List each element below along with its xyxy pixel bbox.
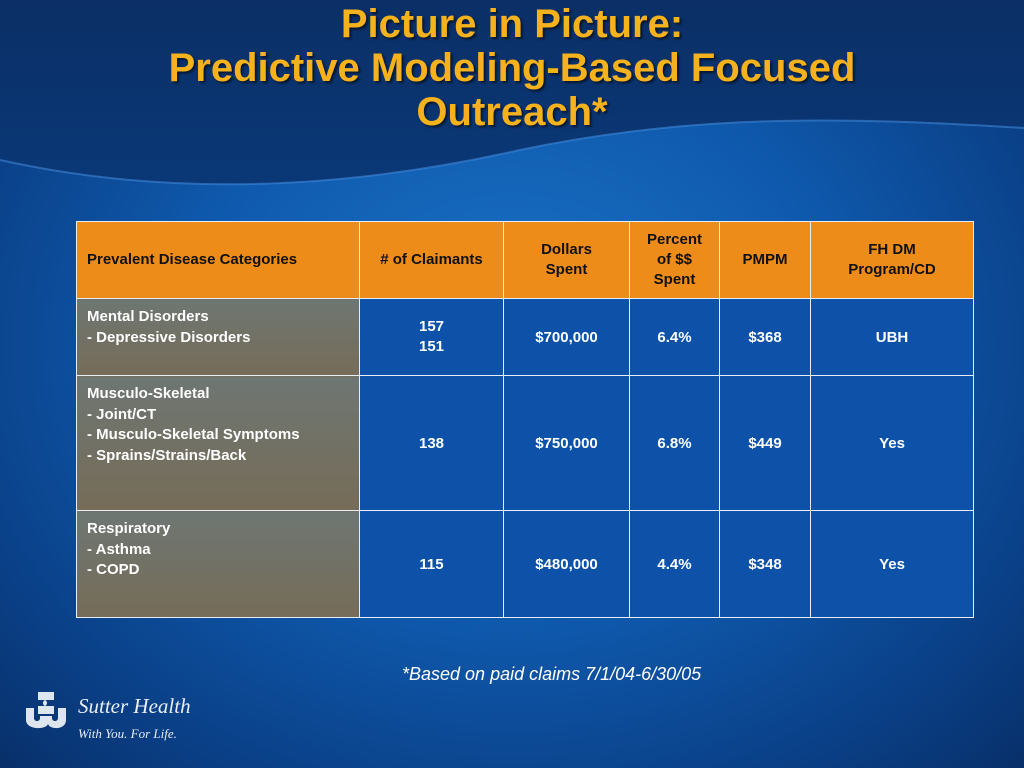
header-dollars-line: Dollars bbox=[541, 241, 592, 258]
header-program: FH DM Program/CD bbox=[810, 221, 974, 299]
header-claimants: # of Claimants bbox=[359, 221, 504, 299]
category-line: - Sprains/Strains/Back bbox=[87, 446, 247, 464]
table-header-row: Prevalent Disease Categories # of Claima… bbox=[76, 221, 974, 299]
header-percent-spent: Percent of $$ Spent bbox=[629, 221, 720, 299]
table-row: Respiratory - Asthma - COPD 115 $480,000… bbox=[76, 510, 974, 618]
header-program-line: Program/CD bbox=[848, 261, 936, 278]
cell-percent-spent: 6.8% bbox=[629, 375, 720, 511]
category-line: - COPD bbox=[87, 561, 140, 578]
cell-program: Yes bbox=[810, 510, 974, 618]
category-line: - Joint/CT bbox=[87, 405, 157, 423]
cell-claimants: 138 bbox=[359, 375, 504, 511]
cell-disease-category: Mental Disorders - Depressive Disorders bbox=[76, 298, 360, 376]
cell-claimants: 115 bbox=[359, 510, 504, 618]
cell-pmpm: $449 bbox=[719, 375, 811, 511]
category-line: - Musculo-Skeletal Symptoms bbox=[87, 426, 300, 443]
table-row: Mental Disorders - Depressive Disorders … bbox=[76, 298, 974, 376]
header-pmpm: PMPM bbox=[719, 221, 811, 299]
header-dollars-line: Spent bbox=[545, 261, 588, 278]
brand-name: Sutter Health bbox=[78, 694, 191, 718]
footnote: *Based on paid claims 7/1/04-6/30/05 bbox=[402, 664, 702, 684]
title-line-1: Picture in Picture: bbox=[340, 2, 684, 46]
title-line-3: Outreach* bbox=[416, 90, 608, 134]
cell-disease-category: Respiratory - Asthma - COPD bbox=[76, 510, 360, 618]
category-line: - Asthma bbox=[87, 540, 151, 558]
sutter-health-logo-icon bbox=[26, 692, 66, 729]
cell-disease-category: Musculo-Skeletal - Joint/CT - Musculo-Sk… bbox=[76, 375, 360, 511]
disease-cost-table: Prevalent Disease Categories # of Claima… bbox=[76, 221, 974, 618]
header-percent-line: of $$ bbox=[656, 251, 692, 268]
cell-claimants: 157 151 bbox=[359, 298, 504, 376]
table-row: Musculo-Skeletal - Joint/CT - Musculo-Sk… bbox=[76, 375, 974, 511]
category-line: Mental Disorders bbox=[87, 308, 209, 325]
category-line: - Depressive Disorders bbox=[87, 328, 251, 346]
cell-pmpm: $368 bbox=[719, 298, 811, 376]
cell-program: UBH bbox=[810, 298, 974, 376]
cell-program: Yes bbox=[810, 375, 974, 511]
header-percent-line: Percent bbox=[646, 231, 703, 248]
header-disease-categories: Prevalent Disease Categories bbox=[76, 221, 360, 299]
header-percent-line: Spent bbox=[653, 271, 696, 288]
claimants-line: 138 bbox=[418, 434, 445, 452]
title-line-2: Predictive Modeling-Based Focused bbox=[168, 46, 856, 90]
cell-percent-spent: 4.4% bbox=[629, 510, 720, 618]
cell-percent-spent: 6.4% bbox=[629, 298, 720, 376]
claimants-line: 151 bbox=[418, 338, 445, 355]
header-dollars-spent: Dollars Spent bbox=[503, 221, 630, 299]
cell-dollars-spent: $700,000 bbox=[503, 298, 630, 376]
header-wave-band bbox=[0, 0, 1024, 186]
sutter-health-logo: Sutter Health With You. For Life. bbox=[24, 690, 224, 746]
brand-tagline: With You. For Life. bbox=[78, 726, 177, 741]
slide-title: Picture in Picture: Predictive Modeling-… bbox=[0, 2, 1024, 134]
cell-dollars-spent: $480,000 bbox=[503, 510, 630, 618]
cell-dollars-spent: $750,000 bbox=[503, 375, 630, 511]
claimants-line: 157 bbox=[418, 318, 445, 335]
category-line: Musculo-Skeletal bbox=[87, 385, 210, 402]
category-line: Respiratory bbox=[87, 520, 171, 537]
cell-pmpm: $348 bbox=[719, 510, 811, 618]
header-program-line: FH DM bbox=[868, 241, 916, 258]
claimants-line: 115 bbox=[419, 555, 444, 573]
